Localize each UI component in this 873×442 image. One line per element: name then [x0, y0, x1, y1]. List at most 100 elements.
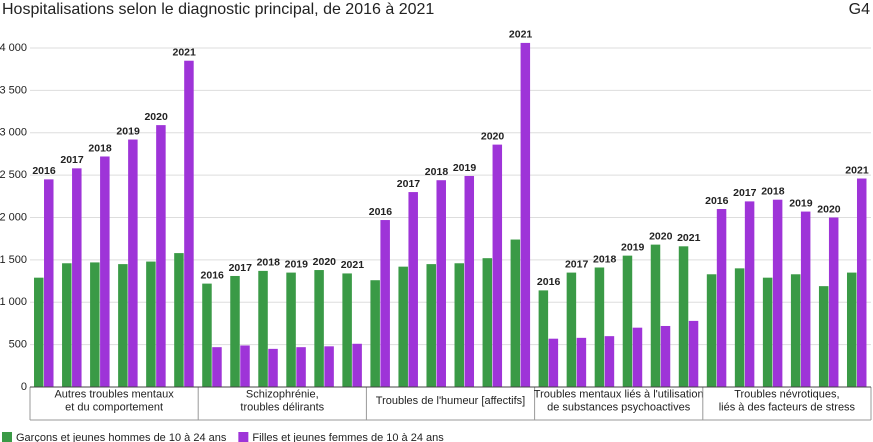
year-label: 2021: [341, 259, 365, 271]
bar: [566, 272, 577, 387]
group-label: Autres troubles mentaux: [54, 388, 174, 400]
bar: [846, 272, 857, 387]
year-label: 2020: [817, 203, 841, 215]
bar: [352, 343, 362, 387]
bar: [706, 274, 717, 387]
bar: [520, 42, 531, 387]
bar: [772, 199, 783, 387]
bar: [146, 261, 156, 387]
year-label: 2021: [677, 232, 701, 244]
bar: [828, 217, 839, 387]
chart-tag: G4: [849, 1, 870, 18]
y-tick-label: 500: [9, 339, 27, 351]
year-label: 2018: [761, 185, 785, 197]
year-label: 2020: [481, 130, 505, 142]
y-tick-label: 0: [21, 381, 27, 393]
bar: [380, 220, 390, 387]
y-tick-label: 2 500: [0, 169, 27, 181]
bar: [594, 267, 605, 387]
bar: [212, 347, 222, 387]
y-tick-label: 3 500: [0, 84, 27, 96]
y-tick-label: 2 000: [0, 211, 27, 223]
bar: [296, 347, 306, 387]
group-label: troubles délirants: [240, 401, 324, 413]
bar: [184, 60, 194, 388]
bar: [492, 144, 503, 387]
legend-swatch: [2, 432, 12, 442]
legend-label: Garçons et jeunes hommes de 10 à 24 ans: [16, 432, 227, 442]
year-label: 2018: [257, 257, 281, 269]
bar: [128, 139, 138, 387]
bar: [324, 346, 334, 387]
year-label: 2017: [733, 187, 757, 199]
bar: [230, 275, 240, 387]
bar: [426, 264, 436, 387]
year-label: 2017: [397, 178, 421, 190]
bar: [762, 277, 773, 387]
bar: [314, 270, 324, 387]
legend-swatch: [238, 432, 249, 442]
bar: [72, 168, 82, 387]
bar: [576, 337, 587, 387]
bar: [716, 209, 727, 387]
bar: [240, 345, 250, 387]
year-label: 2016: [537, 276, 561, 288]
year-label: 2018: [593, 253, 617, 265]
year-label: 2017: [60, 154, 84, 166]
year-label: 2021: [173, 46, 197, 58]
bar: [436, 180, 446, 387]
bar: [856, 178, 867, 387]
year-label: 2017: [565, 258, 589, 270]
bar: [202, 283, 212, 387]
bar: [632, 327, 643, 387]
bar: [100, 156, 110, 387]
bar: [62, 263, 72, 387]
bar: [342, 273, 352, 387]
bar: [790, 274, 801, 387]
legend-label: Filles et jeunes femmes de 10 à 24 ans: [252, 432, 444, 442]
bar: [408, 192, 418, 387]
bar: [370, 280, 380, 387]
bar: [538, 290, 549, 387]
bar: [548, 338, 559, 387]
bar: [688, 320, 699, 387]
year-label: 2019: [285, 258, 309, 270]
bar: [818, 286, 829, 387]
bar: [268, 348, 278, 387]
bar: [44, 179, 54, 387]
year-label: 2016: [32, 165, 56, 177]
bar: [398, 266, 408, 387]
year-label: 2020: [144, 111, 168, 123]
group-label: liés à des facteurs de stress: [719, 401, 856, 413]
year-label: 2020: [313, 256, 337, 268]
group-label: Schizophrénie,: [246, 388, 319, 400]
year-label: 2020: [649, 230, 673, 242]
group-label: de substances psychoactives: [547, 401, 691, 413]
bar: [604, 336, 615, 387]
bar: [454, 263, 465, 387]
year-label: 2016: [201, 269, 225, 281]
bar: [258, 270, 268, 387]
year-label: 2019: [116, 125, 140, 137]
bar: [34, 277, 44, 387]
y-tick-label: 1 500: [0, 254, 27, 266]
group-label: Troubles mentaux liés à l'utilisation: [534, 388, 704, 400]
y-tick-label: 3 000: [0, 127, 27, 139]
year-label: 2019: [789, 197, 813, 209]
y-tick-label: 1 000: [0, 296, 27, 308]
year-label: 2021: [509, 29, 533, 41]
bar: [744, 201, 755, 387]
bar: [482, 258, 493, 387]
bar: [678, 246, 689, 387]
year-label: 2019: [621, 241, 645, 253]
year-label: 2016: [705, 195, 729, 207]
bar: [650, 244, 661, 387]
bar: [800, 211, 811, 387]
year-label: 2019: [453, 162, 477, 174]
bar: [464, 175, 475, 387]
group-label: et du comportement: [65, 401, 163, 413]
bar: [156, 125, 166, 387]
bar: [286, 272, 296, 387]
y-tick-label: 4 000: [0, 42, 27, 54]
